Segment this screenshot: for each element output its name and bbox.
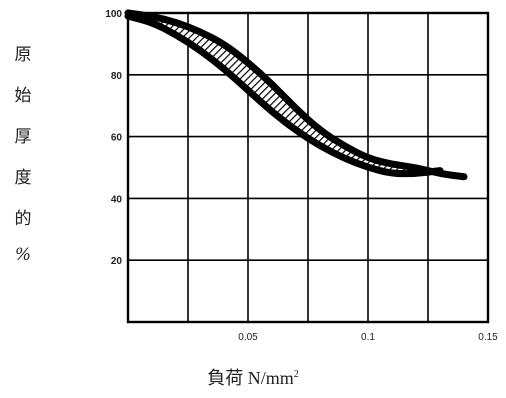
x-tick-label: 0.05 bbox=[238, 332, 258, 343]
x-tick-label: 0.15 bbox=[478, 332, 498, 343]
y-axis-label-char: 原 bbox=[14, 45, 32, 65]
y-axis-label-char: % bbox=[14, 245, 32, 265]
y-tick-label: 20 bbox=[111, 256, 123, 267]
band-upper-line bbox=[124, 9, 468, 181]
x-tick-label: 0.1 bbox=[361, 332, 375, 343]
y-axis-label-char: 的 bbox=[14, 209, 32, 229]
y-tick-label: 100 bbox=[105, 9, 122, 20]
x-axis-label-superscript: 2 bbox=[293, 369, 299, 380]
y-tick-label: 40 bbox=[111, 194, 123, 205]
y-tick-label: 60 bbox=[111, 133, 123, 144]
y-axis-label-char: 厚 bbox=[14, 127, 32, 147]
y-axis-label-char: 始 bbox=[14, 86, 32, 106]
y-tick-label: 80 bbox=[111, 71, 123, 82]
x-axis-label-text: 負荷 N/mm bbox=[207, 368, 294, 388]
x-axis-label: 負荷 N/mm2 bbox=[0, 364, 506, 390]
band-hatch-fill bbox=[128, 13, 464, 177]
plot-frame bbox=[126, 11, 490, 324]
band-lower-line bbox=[124, 12, 444, 178]
y-axis-label-char: 度 bbox=[14, 168, 32, 188]
